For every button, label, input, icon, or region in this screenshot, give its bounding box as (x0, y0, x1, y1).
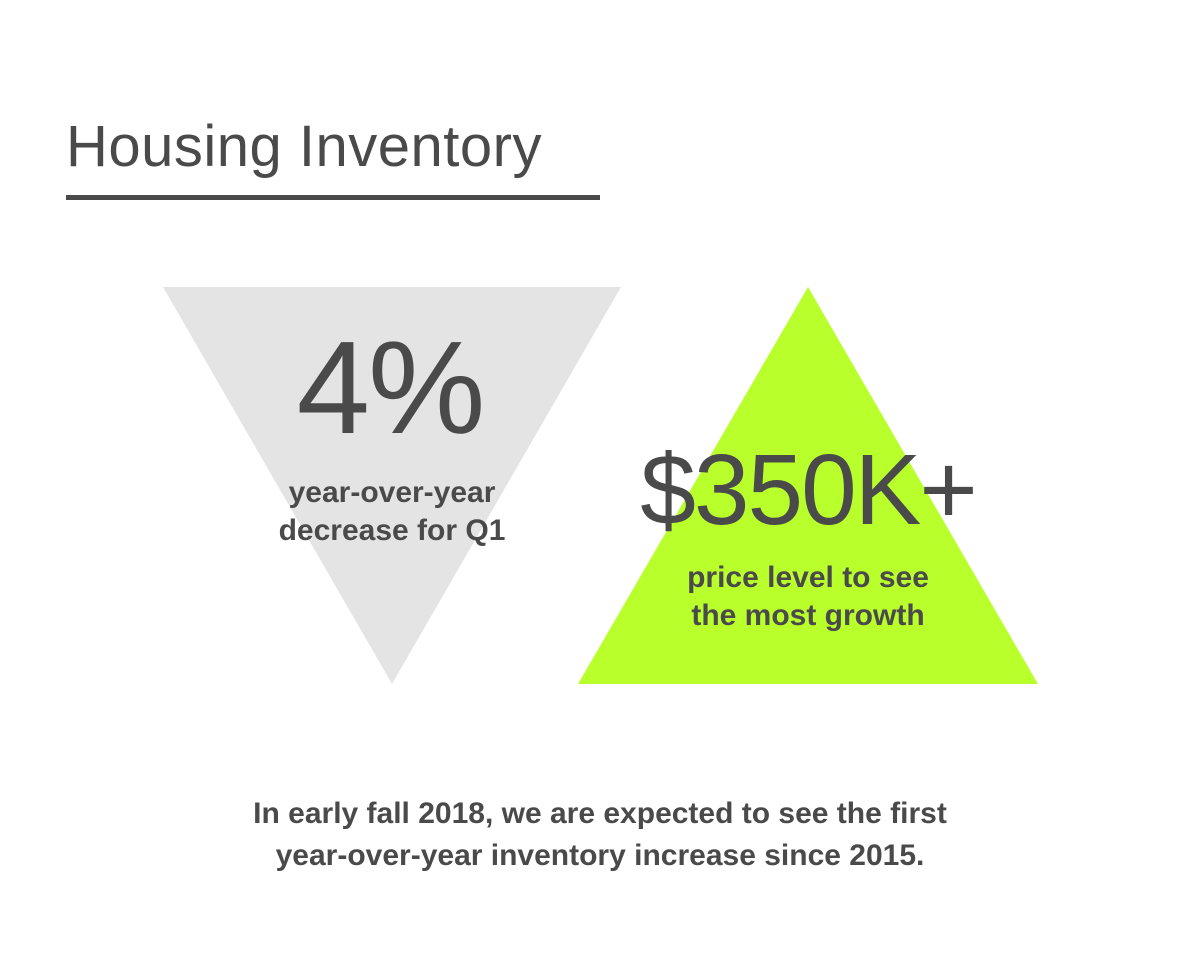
stat-caption-price-level-line1: price level to see (687, 561, 929, 594)
stat-caption-decrease-line2: decrease for Q1 (278, 514, 506, 548)
title-underline (66, 195, 600, 200)
stat-value-decrease: 4% (296, 314, 486, 461)
page-title: Housing Inventory (66, 114, 542, 179)
up-triangle-shape (578, 287, 1038, 684)
stat-caption-price-level: price level to see the most growth (638, 559, 978, 636)
footer-line1: In early fall 2018, we are expected to s… (253, 797, 947, 830)
stat-caption-decrease: year-over-year decrease for Q1 (222, 474, 562, 551)
stat-value-price-level: $350K+ (640, 434, 978, 546)
down-triangle-shape (163, 287, 621, 684)
footer-note: In early fall 2018, we are expected to s… (100, 793, 1100, 877)
stat-caption-price-level-line2: the most growth (691, 599, 925, 633)
stat-caption-decrease-line1: year-over-year (288, 476, 496, 509)
footer-line2: year-over-year inventory increase since … (275, 839, 925, 872)
